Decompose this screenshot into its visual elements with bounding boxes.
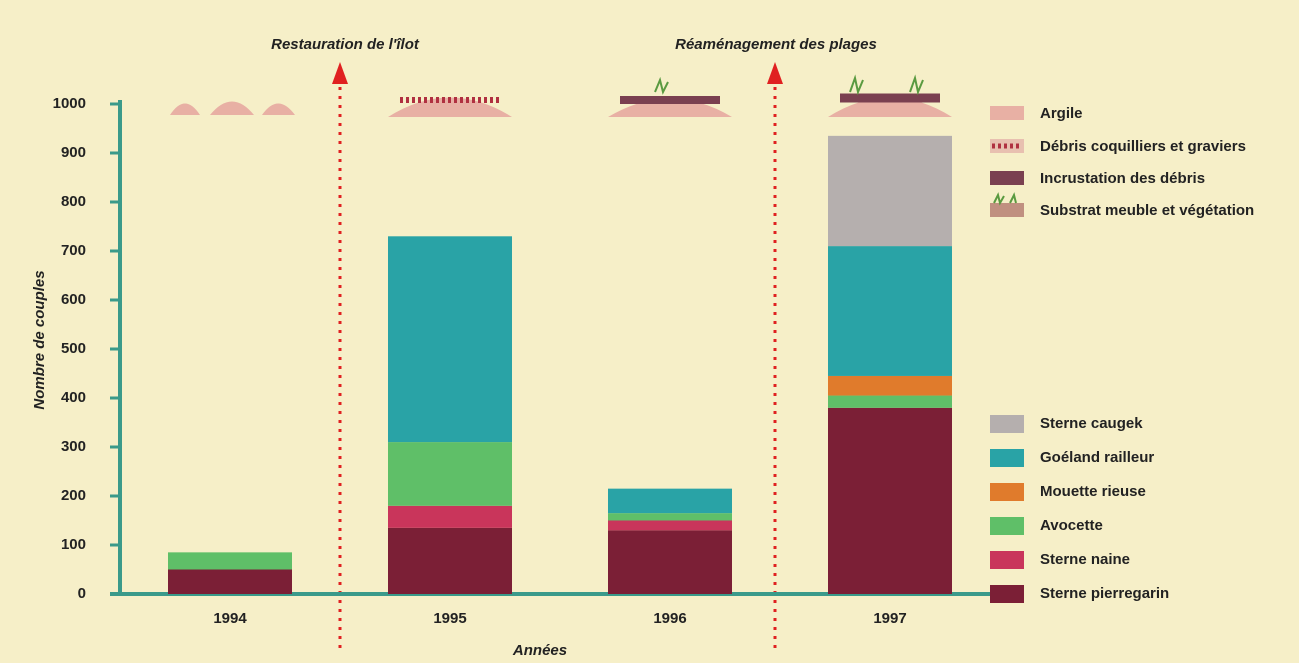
substrate-label: Incrustation des débris [1040, 170, 1205, 187]
y-tick-label: 300 [61, 438, 86, 455]
x-tick-label: 1995 [433, 610, 466, 627]
bar-segment [388, 442, 512, 506]
legend-label: Goéland railleur [1040, 449, 1154, 466]
bar-segment [828, 375, 952, 396]
legend-label: Mouette rieuse [1040, 483, 1146, 500]
legend-swatch [990, 449, 1024, 467]
bar-segment [608, 530, 732, 594]
y-tick-label: 1000 [53, 95, 86, 112]
y-tick-label: 700 [61, 242, 86, 259]
annotation: Restauration de l'îlot [271, 36, 420, 53]
bar-segment [388, 505, 512, 528]
arrow-head [332, 62, 348, 84]
substrate-label: Substrat meuble et végétation [1040, 202, 1254, 219]
bar-segment [828, 407, 952, 594]
legend-swatch [990, 517, 1024, 535]
y-tick-label: 600 [61, 291, 86, 308]
legend-swatch [990, 483, 1024, 501]
legend-swatch [990, 415, 1024, 433]
y-tick-label: 100 [61, 536, 86, 553]
substrate-icons [990, 106, 1024, 217]
bar-segment [168, 552, 292, 570]
bar-segment [828, 246, 952, 376]
legend-swatch [990, 585, 1024, 603]
y-tick-label: 900 [61, 144, 86, 161]
legend-swatch [990, 551, 1024, 569]
legend-label: Sterne naine [1040, 551, 1130, 568]
legend-label: Sterne caugek [1040, 415, 1143, 432]
bar-segment [608, 488, 732, 514]
y-tick-label: 200 [61, 487, 86, 504]
arrow-head [767, 62, 783, 84]
y-axis-label: Nombre de couples [31, 270, 48, 409]
y-tick-label: 400 [61, 389, 86, 406]
bar-segment [608, 520, 732, 531]
y-tick-label: 800 [61, 193, 86, 210]
x-axis-label: Années [512, 642, 567, 659]
x-tick-label: 1996 [653, 610, 686, 627]
bar-segment [608, 513, 732, 521]
x-tick-label: 1997 [873, 610, 906, 627]
bar-segment [828, 135, 952, 247]
mounds [170, 74, 952, 117]
legend-label: Avocette [1040, 517, 1103, 534]
bar-segment [388, 236, 512, 443]
legend-label: Sterne pierregarin [1040, 585, 1169, 602]
x-tick-label: 1994 [213, 610, 247, 627]
annotation: Réaménagement des plages [675, 36, 877, 53]
y-tick-label: 500 [61, 340, 86, 357]
bar-segment [388, 527, 512, 594]
substrate-label: Débris coquilliers et graviers [1040, 138, 1246, 155]
bar-segment [168, 569, 292, 594]
bar-segment [828, 395, 952, 408]
substrate-label: Argile [1040, 105, 1083, 122]
y-tick-label: 0 [78, 585, 86, 602]
